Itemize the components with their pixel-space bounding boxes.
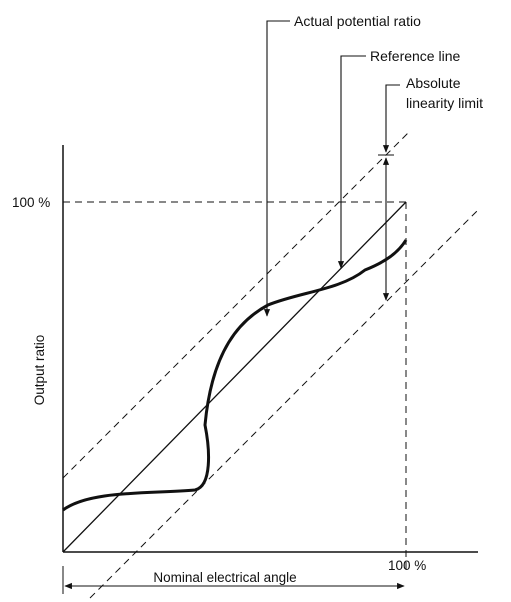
lower-linearity-limit-line — [89, 207, 481, 599]
x-100-label: 100 % — [388, 558, 426, 573]
linearity-limit-label-line1: Absolute — [406, 75, 461, 91]
y-axis-title: Output ratio — [32, 335, 47, 406]
reference-line-leader — [337, 55, 366, 269]
linearity-limit-leader — [382, 84, 400, 153]
reference-line — [62, 201, 407, 553]
y-100-label: 100 % — [12, 195, 50, 210]
reference-line-label: Reference line — [370, 48, 460, 64]
actual-ratio-label: Actual potential ratio — [294, 13, 421, 29]
actual-potential-ratio-curve — [62, 239, 408, 512]
x-axis-title: Nominal electrical angle — [153, 570, 296, 585]
actual-ratio-leader — [263, 20, 290, 317]
linearity-limit-label-line2: linearity limit — [406, 95, 483, 111]
upper-linearity-limit-line — [62, 132, 409, 479]
